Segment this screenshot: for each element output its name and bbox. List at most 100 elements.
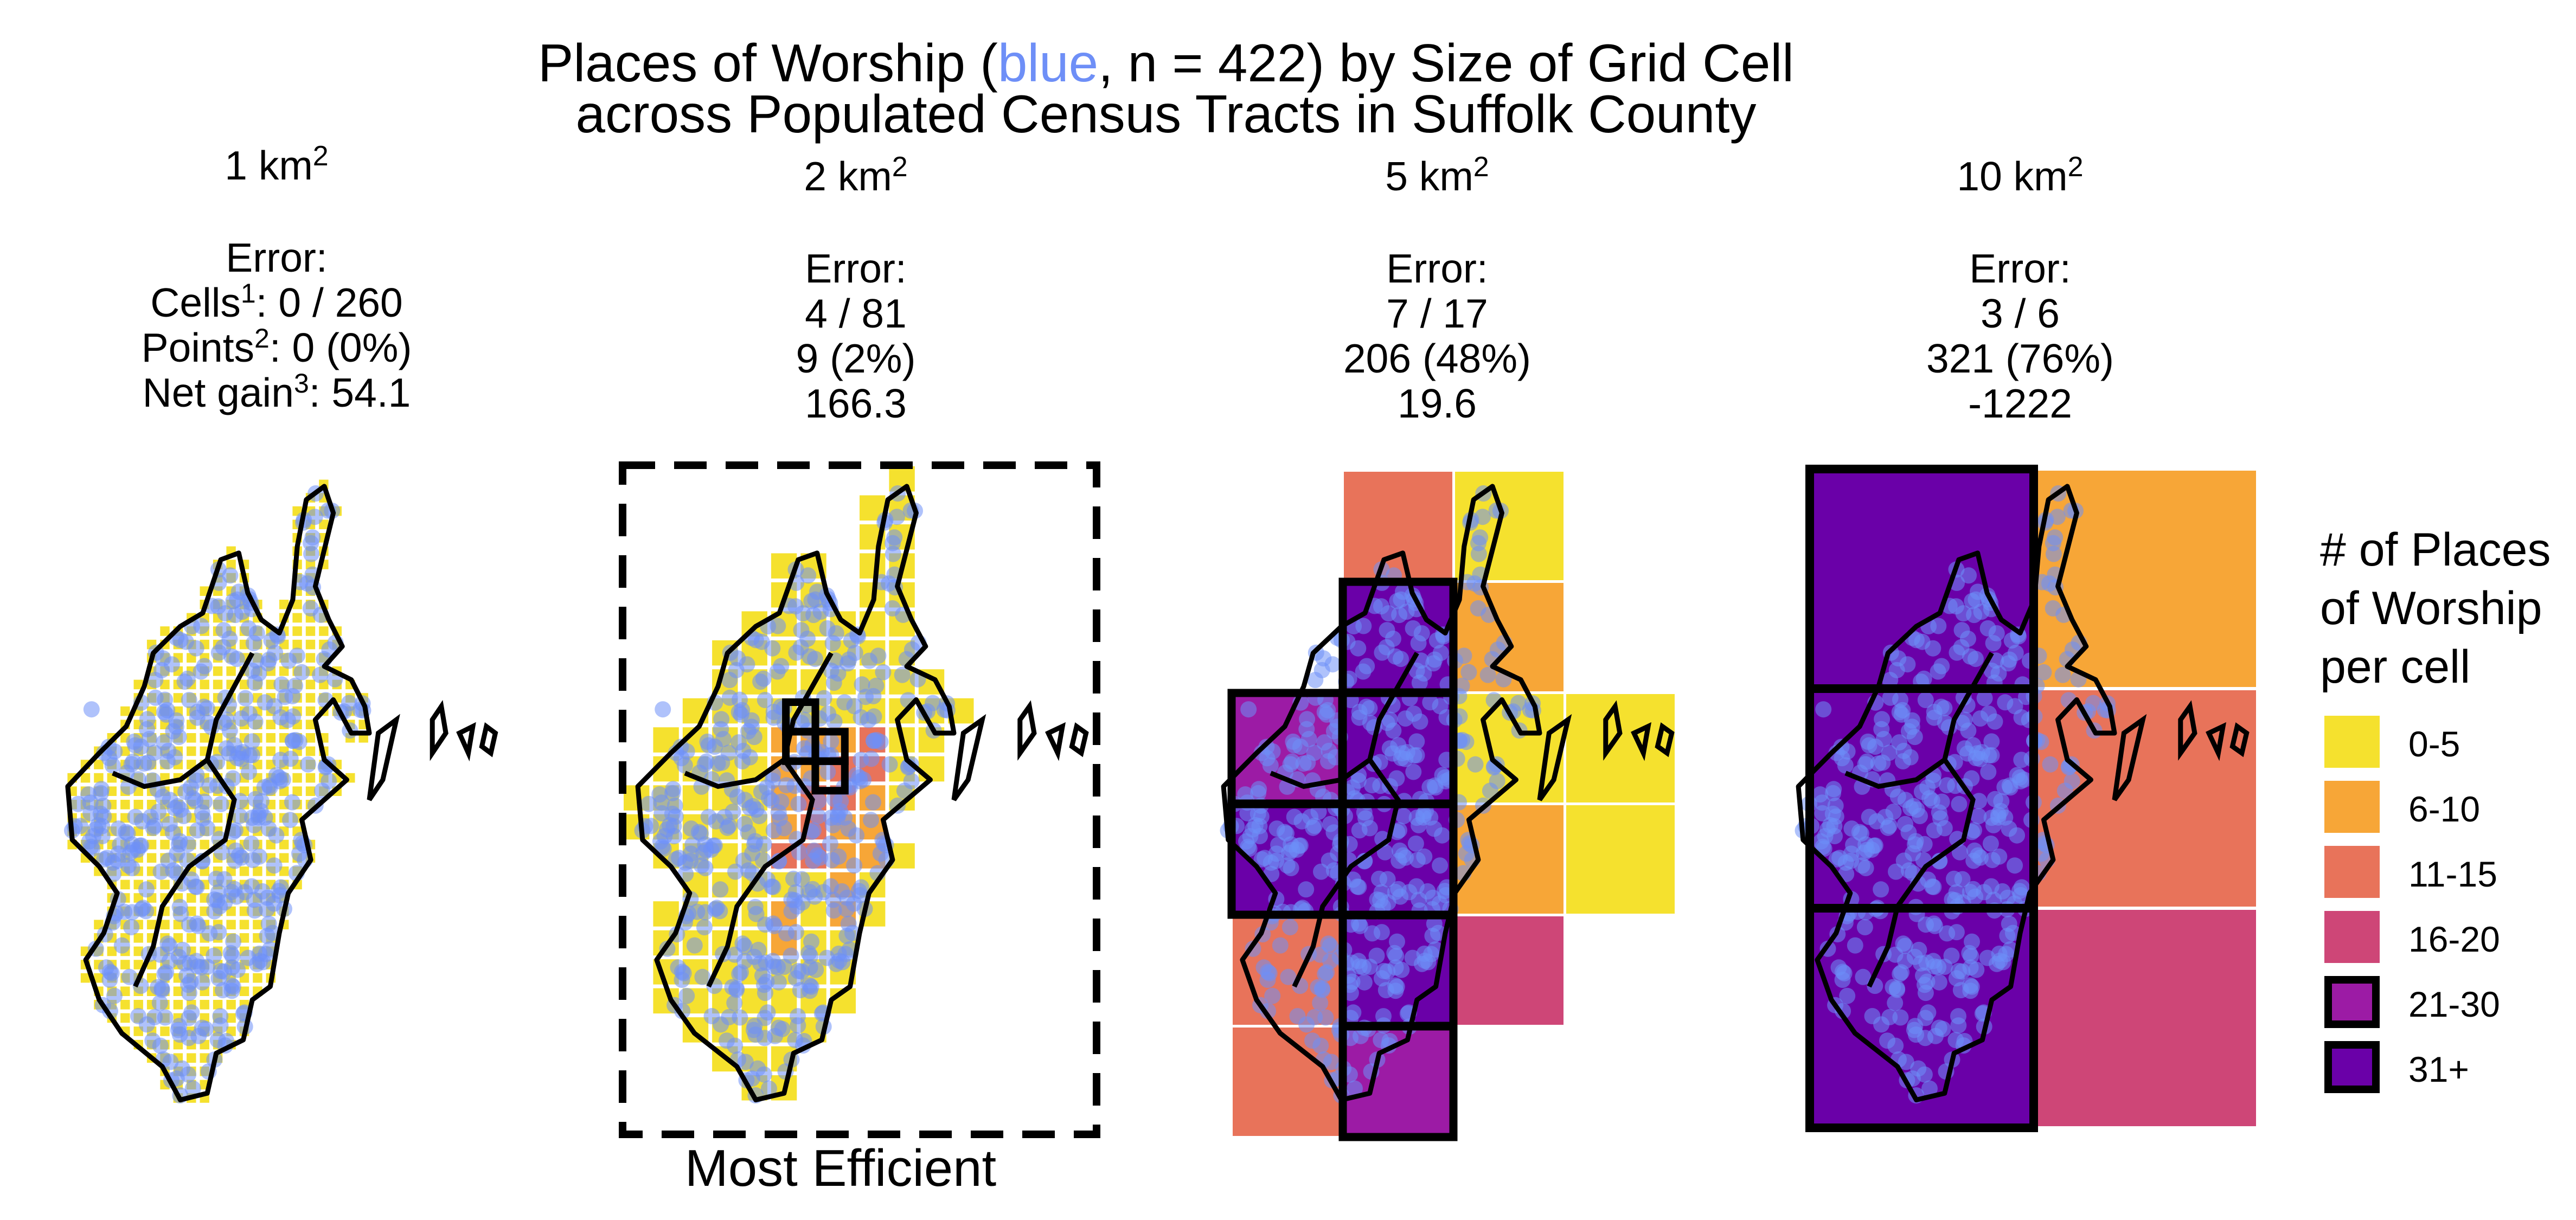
worship-point: [224, 948, 241, 965]
worship-point: [206, 891, 223, 908]
worship-point: [1990, 665, 2007, 682]
worship-point: [250, 806, 267, 823]
worship-point: [1990, 806, 2007, 823]
legend-swatch: [2324, 1041, 2380, 1093]
worship-point: [1895, 753, 1911, 769]
worship-point: [2064, 773, 2080, 789]
worship-point: [170, 729, 187, 746]
worship-point: [1925, 953, 1941, 969]
worship-point: [291, 734, 307, 750]
grid-cell: [120, 960, 130, 969]
worship-point: [810, 808, 826, 825]
grid-cell: [200, 839, 209, 850]
worship-point: [196, 658, 213, 675]
worship-point: [764, 878, 780, 895]
worship-point: [106, 987, 123, 1004]
grid-cell: [239, 920, 249, 929]
worship-point: [1416, 945, 1433, 962]
worship-point: [1312, 994, 1329, 1011]
worship-point: [2035, 664, 2052, 680]
grid-cell: [266, 720, 275, 729]
worship-point: [799, 631, 816, 647]
grid-cell: [146, 839, 157, 850]
worship-point: [1426, 820, 1443, 837]
worship-point: [1467, 756, 1484, 773]
worship-point: [2042, 756, 2059, 773]
worship-point: [1897, 953, 1914, 969]
worship-point: [1859, 842, 1875, 858]
grid-cell: [1455, 916, 1563, 1025]
legend-swatch: [2324, 911, 2380, 963]
worship-point: [653, 794, 670, 811]
worship-point: [730, 704, 747, 721]
worship-point: [266, 857, 283, 874]
worship-point: [747, 632, 764, 648]
worship-point: [1261, 965, 1278, 981]
worship-point: [1315, 650, 1332, 667]
worship-point: [1874, 711, 1891, 728]
worship-point: [693, 825, 709, 842]
worship-point: [666, 828, 682, 844]
worship-point: [689, 903, 706, 920]
grid-cell: [266, 679, 275, 690]
worship-point: [707, 739, 723, 755]
worship-point: [1900, 862, 1917, 879]
worship-point: [304, 529, 321, 546]
worship-point: [212, 1017, 229, 1034]
worship-point: [643, 818, 659, 834]
worship-point: [1888, 863, 1904, 880]
worship-point: [1868, 813, 1885, 830]
worship-point: [138, 903, 155, 920]
worship-point: [1931, 974, 1947, 991]
worship-point: [2001, 651, 2018, 668]
worship-point: [773, 658, 790, 675]
worship-point: [180, 836, 196, 852]
island-boundary: [1069, 722, 1089, 757]
worship-point: [1362, 715, 1379, 731]
worship-point: [123, 919, 140, 935]
worship-point: [133, 739, 150, 755]
worship-point: [778, 925, 795, 942]
grid-cell: [292, 600, 302, 609]
facet-size-label: 5 km2: [1385, 151, 1489, 199]
worship-point: [184, 1080, 201, 1097]
worship-point: [206, 947, 222, 964]
worship-point: [1906, 729, 1923, 746]
worship-point: [178, 967, 195, 984]
worship-point: [1389, 593, 1406, 609]
grid-cell: [305, 706, 316, 716]
worship-point: [1359, 658, 1375, 675]
worship-point: [1299, 711, 1316, 728]
worship-point: [1962, 983, 1979, 999]
facet-error-block: Error: 3 / 6 321 (76%) -1222: [1749, 246, 2291, 426]
grid-cell: [226, 920, 236, 929]
worship-point: [881, 756, 898, 773]
worship-point: [763, 792, 780, 809]
worship-point: [271, 773, 288, 789]
worship-point: [1891, 704, 1908, 721]
tract-boundary: [706, 758, 815, 988]
grid-cell: [213, 733, 223, 743]
title-line1-suffix: , n = 422) by Size of Grid Cell: [1098, 33, 1794, 93]
worship-point: [179, 670, 196, 687]
grid-cell: [279, 853, 289, 863]
worship-point: [153, 662, 170, 678]
worship-point: [1264, 987, 1281, 1004]
worship-point: [1960, 631, 1976, 647]
grid-cell: [771, 988, 797, 1014]
worship-point: [1976, 690, 1993, 707]
grid-cell: [160, 920, 170, 929]
worship-point: [155, 650, 171, 667]
worship-point: [1933, 698, 1950, 715]
grid-cell: [187, 906, 196, 916]
worship-point: [225, 593, 242, 609]
grid-cell: [305, 653, 316, 663]
worship-point: [2013, 887, 2029, 903]
grid-cell: [213, 1000, 223, 1010]
worship-point: [293, 664, 310, 680]
worship-point: [1839, 987, 1856, 1004]
county-boundary: [635, 484, 957, 1102]
grid-cell: [120, 986, 130, 996]
worship-point: [740, 862, 757, 879]
grid-cell: [305, 786, 316, 796]
